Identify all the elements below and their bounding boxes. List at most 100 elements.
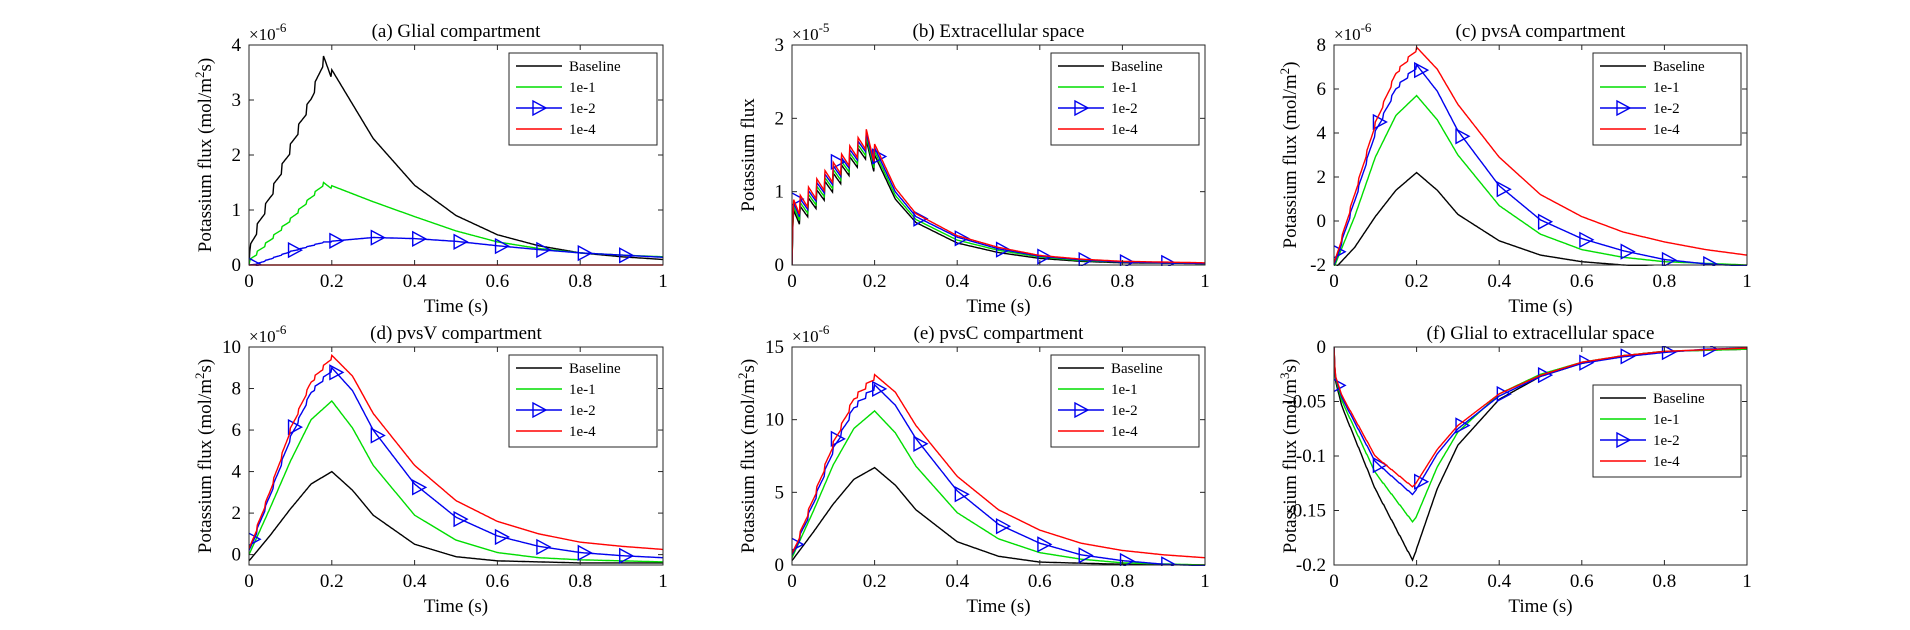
x-axis-label: Time (s) [1508, 296, 1572, 317]
data-marker [913, 435, 929, 452]
data-marker [577, 544, 593, 562]
x-tick-label: 0 [787, 271, 797, 292]
x-tick-label: 0.2 [863, 271, 887, 292]
series-line-4 [792, 129, 1205, 266]
data-marker [954, 486, 970, 503]
series-line-3 [249, 236, 663, 266]
legend-label: 1e-2 [569, 403, 596, 419]
y-tick-label: 8 [1317, 35, 1327, 56]
x-tick-label: 0.4 [945, 571, 969, 592]
data-marker [1579, 231, 1595, 248]
y-tick-label: 15 [765, 337, 784, 358]
series-group [249, 353, 663, 565]
y-tick-label: -2 [1310, 255, 1326, 276]
legend-label: 1e-1 [1111, 80, 1138, 96]
y-tick-label: 2 [232, 145, 242, 166]
data-marker [954, 230, 970, 247]
axis-exponent-base: ×10 [249, 25, 276, 44]
series-line-2 [792, 409, 1205, 566]
chart-title: (a) Glial compartment [372, 21, 542, 42]
legend: Baseline 1e-1 1e-2 1e-4 [1050, 52, 1200, 146]
y-tick-label: 0 [232, 255, 242, 276]
data-marker [329, 232, 345, 249]
data-marker [249, 257, 262, 266]
x-tick-label: 0.8 [1111, 271, 1135, 292]
y-tick-label: 5 [775, 482, 785, 503]
y-tick-label: -0.15 [1286, 501, 1326, 522]
y-tick-label: 6 [1317, 79, 1327, 100]
series-line-3 [792, 383, 1205, 566]
data-marker [1703, 255, 1719, 266]
x-tick-label: 0.2 [1405, 571, 1429, 592]
series-group [792, 373, 1205, 566]
data-marker [1161, 254, 1177, 266]
y-tick-label: 2 [1317, 167, 1327, 188]
y-tick-label: 0 [775, 555, 785, 576]
legend-label: Baseline [569, 59, 621, 75]
x-tick-label: 0 [244, 571, 254, 592]
x-tick-label: 0.4 [945, 271, 969, 292]
x-tick-label: 1 [658, 271, 668, 292]
axis-exponent: ×10-6 [792, 322, 830, 346]
legend-label: Baseline [569, 361, 621, 377]
x-tick-label: 0 [787, 571, 797, 592]
y-tick-label: 1 [775, 182, 785, 203]
data-marker [453, 510, 469, 528]
series-line-2 [249, 181, 663, 266]
legend-marker [1074, 99, 1090, 117]
x-tick-label: 0 [1329, 571, 1339, 592]
data-marker [995, 241, 1012, 258]
y-axis-label-text: Potassium flux (mol/m [195, 379, 216, 553]
legend-label: 1e-4 [1653, 454, 1680, 470]
axis-exponent: ×10-6 [249, 322, 287, 346]
data-marker [494, 528, 511, 546]
x-axis-label: Time (s) [424, 596, 488, 617]
y-tick-label: 4 [1317, 123, 1327, 144]
x-axis-label: Time (s) [966, 296, 1030, 317]
series-group [792, 129, 1205, 266]
data-marker [1037, 536, 1053, 553]
y-tick-label: 0 [1317, 337, 1327, 358]
x-tick-label: 1 [1742, 271, 1752, 292]
data-marker [536, 241, 552, 259]
series-line-3 [249, 366, 663, 559]
axes-box [791, 346, 1206, 566]
y-tick-label: 2 [775, 108, 785, 129]
data-marker [1372, 113, 1388, 131]
y-tick-label: 10 [765, 410, 784, 431]
legend-marker [532, 99, 548, 117]
data-marker [453, 233, 469, 250]
legend-label: 1e-4 [569, 122, 596, 138]
y-tick-label: 10 [222, 337, 241, 358]
y-axis-label: Potassium flux (mol/m2s) [192, 58, 216, 252]
x-tick-label: 0.8 [1653, 271, 1677, 292]
legend-label: 1e-4 [1653, 122, 1680, 138]
y-axis-label-superscript: 2 [192, 72, 207, 79]
axis-exponent-base: ×10 [249, 327, 276, 346]
chart-title: (f) Glial to extracellular space [1427, 323, 1655, 344]
x-tick-label: 0.2 [863, 571, 887, 592]
y-axis-label-tail: s) [1280, 359, 1301, 373]
series-line-1 [1336, 171, 1656, 266]
y-axis-label-text: Potassium flux (mol/m [195, 78, 216, 252]
x-tick-label: 0.2 [320, 571, 344, 592]
data-marker [1334, 378, 1347, 393]
series-line-1 [792, 466, 1205, 566]
legend-label: Baseline [1111, 361, 1163, 377]
chart-title: (b) Extracellular space [913, 21, 1085, 42]
legend-label: Baseline [1111, 59, 1163, 75]
legend-label: 1e-2 [1111, 403, 1138, 419]
data-marker [1496, 181, 1512, 198]
y-tick-label: 0 [1317, 211, 1327, 232]
x-tick-label: 0.8 [568, 271, 592, 292]
data-marker [1037, 248, 1053, 265]
y-tick-label: 6 [232, 420, 242, 441]
data-marker [1455, 128, 1471, 145]
series-group [1334, 45, 1747, 266]
legend-label: 1e-2 [1111, 101, 1138, 117]
data-marker [995, 518, 1012, 535]
legend-label: 1e-2 [1653, 101, 1680, 117]
